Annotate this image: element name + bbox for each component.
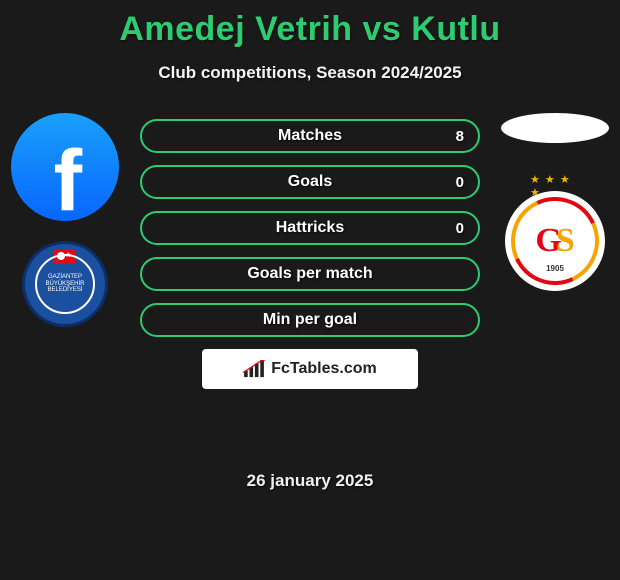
stat-label: Goals [288,173,332,191]
left-player-avatar [11,113,119,221]
date-label: 26 january 2025 [0,471,620,491]
comparison-content: GAZİANTEPBÜYÜKŞEHİRBELEDİYESİ ★ ★ ★ ★ GS… [0,113,620,453]
brand-text: FcTables.com [271,360,377,378]
stat-value-right: 0 [456,220,464,237]
branding-badge: FcTables.com [202,349,418,389]
stat-label: Min per goal [263,311,357,329]
page-title: Amedej Vetrih vs Kutlu [0,0,620,49]
stat-value-right: 0 [456,174,464,191]
stat-row-matches: Matches 8 [140,119,480,153]
stat-row-goals: Goals 0 [140,165,480,199]
right-player-avatar [501,113,609,143]
left-club-logo: GAZİANTEPBÜYÜKŞEHİRBELEDİYESİ [22,241,108,327]
right-club-logo: ★ ★ ★ ★ GS 1905 [505,191,605,291]
stat-label: Matches [278,127,342,145]
left-player-column: GAZİANTEPBÜYÜKŞEHİRBELEDİYESİ [5,113,125,327]
stat-row-hattricks: Hattricks 0 [140,211,480,245]
stat-label: Hattricks [276,219,344,237]
stat-label: Goals per match [247,265,372,283]
stat-row-goals-per-match: Goals per match [140,257,480,291]
stat-value-right: 8 [456,128,464,145]
club-year: 1905 [546,264,564,273]
right-player-column: ★ ★ ★ ★ GS 1905 [495,113,615,291]
subtitle: Club competitions, Season 2024/2025 [0,63,620,83]
stat-row-min-per-goal: Min per goal [140,303,480,337]
left-club-name: GAZİANTEPBÜYÜKŞEHİRBELEDİYESİ [25,244,105,324]
bar-chart-icon [243,360,265,378]
club-monogram: GS [505,191,605,291]
stats-list: Matches 8 Goals 0 Hattricks 0 Goals per … [140,113,480,389]
